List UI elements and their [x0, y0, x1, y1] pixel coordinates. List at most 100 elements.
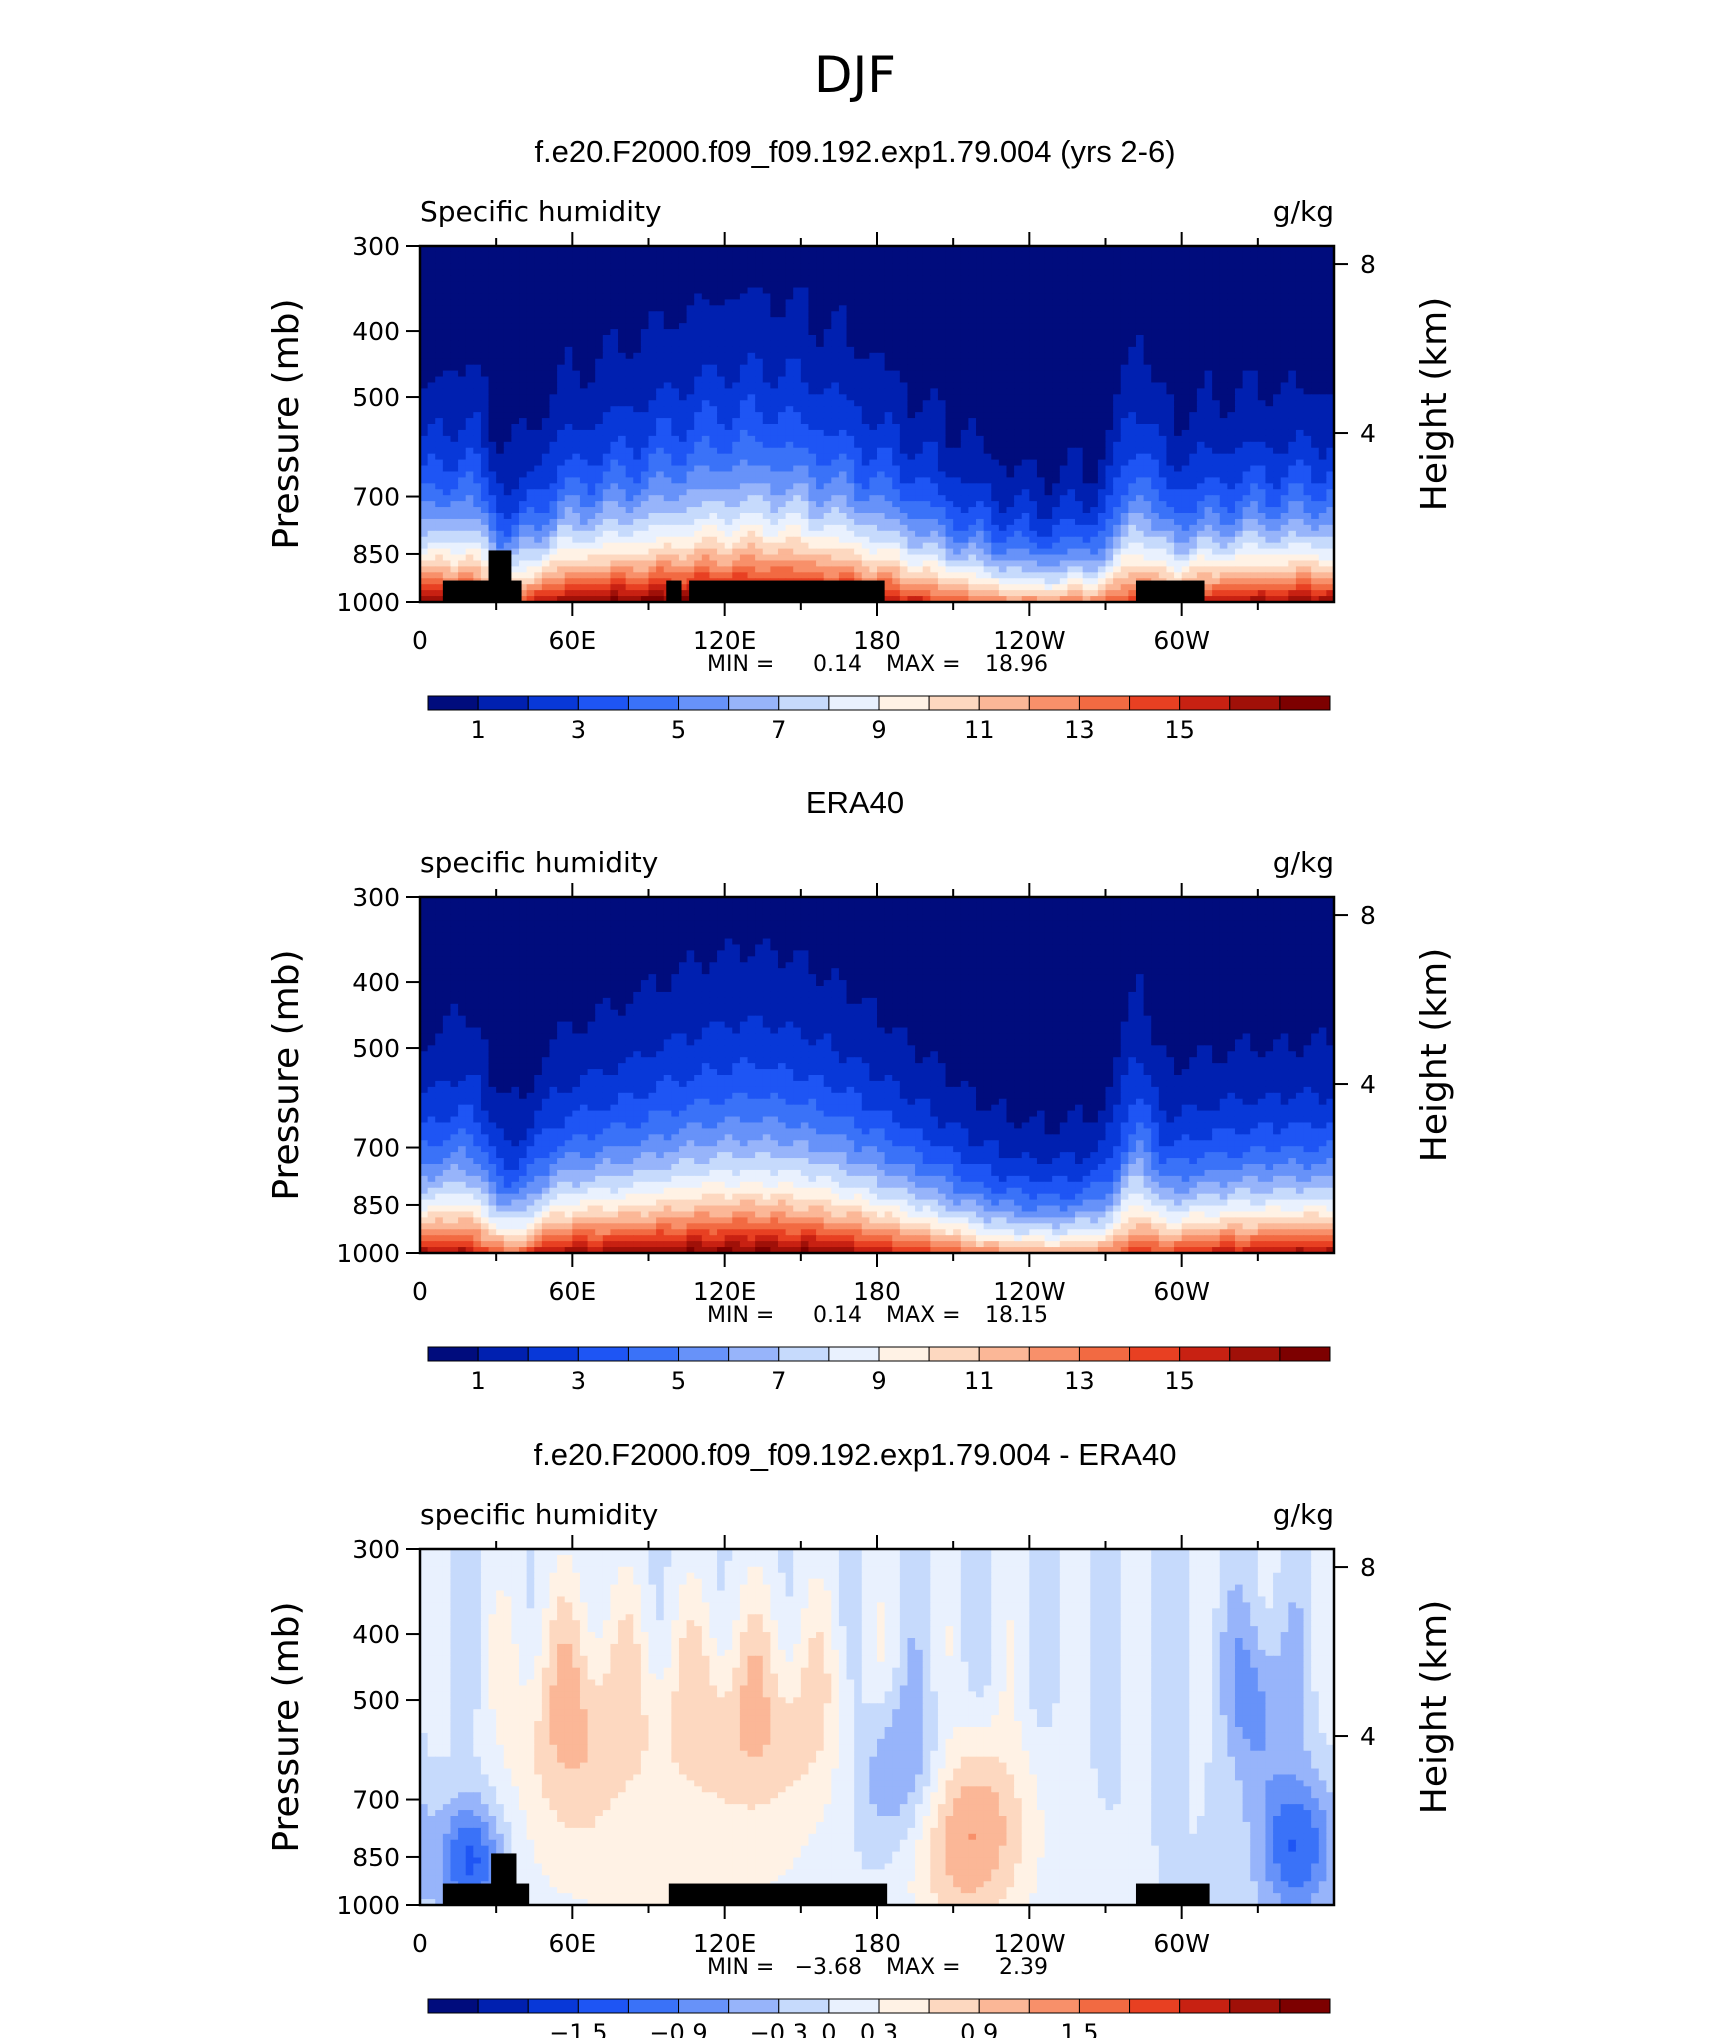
heatmap-cell [1304, 305, 1312, 312]
heatmap-cell [1144, 353, 1152, 360]
heatmap-cell [1083, 430, 1091, 437]
heatmap-cell [1197, 371, 1205, 378]
heatmap-cell [1014, 394, 1022, 401]
heatmap-cell [1296, 412, 1304, 419]
heatmap-cell [702, 412, 710, 419]
heatmap-cell [892, 371, 900, 378]
heatmap-cell [1029, 454, 1037, 461]
heatmap-cell [519, 412, 527, 419]
heatmap-cell [862, 424, 870, 431]
heatmap-cell [732, 489, 740, 496]
heatmap-cell [1067, 264, 1075, 271]
heatmap-cell [1151, 282, 1159, 289]
heatmap-cell [588, 388, 596, 395]
heatmap-cell [458, 270, 466, 277]
heatmap-cell [725, 477, 733, 484]
heatmap-cell [1113, 436, 1121, 443]
heatmap-cell [1319, 412, 1327, 419]
heatmap-cell [1090, 299, 1098, 306]
heatmap-cell [618, 359, 626, 366]
heatmap-cell [1128, 293, 1136, 300]
heatmap-cell [725, 341, 733, 348]
heatmap-cell [481, 288, 489, 295]
heatmap-cell [1098, 270, 1106, 277]
heatmap-cell [885, 400, 893, 407]
heatmap-cell [458, 489, 466, 496]
heatmap-cell [595, 329, 603, 336]
heatmap-cell [489, 288, 497, 295]
heatmap-cell [580, 466, 588, 473]
heatmap-cell [496, 477, 504, 484]
heatmap-cell [679, 400, 687, 407]
heatmap-cell [854, 418, 862, 425]
heatmap-cell [831, 477, 839, 484]
heatmap-cell [839, 288, 847, 295]
heatmap-cell [984, 359, 992, 366]
heatmap-cell [450, 460, 458, 467]
heatmap-cell [1083, 276, 1091, 283]
heatmap-cell [1151, 347, 1159, 354]
heatmap-cell [694, 382, 702, 389]
heatmap-cell [854, 436, 862, 443]
figure-title: DJF [814, 46, 896, 104]
heatmap-cell [1166, 382, 1174, 389]
heatmap-cell [580, 394, 588, 401]
heatmap-cell [1304, 288, 1312, 295]
heatmap-cell [1014, 365, 1022, 372]
heatmap-cell [1136, 442, 1144, 449]
heatmap-cell [618, 276, 626, 283]
heatmap-cell [519, 270, 527, 277]
heatmap-cell [900, 471, 908, 478]
heatmap-cell [595, 448, 603, 455]
heatmap-cell [793, 471, 801, 478]
heatmap-cell [786, 252, 794, 259]
heatmap-cell [565, 299, 573, 306]
heatmap-cell [1022, 288, 1030, 295]
heatmap-cell [938, 264, 946, 271]
heatmap-cell [1227, 454, 1235, 461]
heatmap-cell [991, 288, 999, 295]
heatmap-cell [1067, 424, 1075, 431]
heatmap-cell [1159, 436, 1167, 443]
heatmap-cell [1265, 371, 1273, 378]
heatmap-cell [687, 323, 695, 330]
heatmap-cell [610, 270, 618, 277]
heatmap-cell [489, 448, 497, 455]
heatmap-cell [907, 454, 915, 461]
heatmap-cell [748, 335, 756, 342]
heatmap-cell [1022, 430, 1030, 437]
heatmap-cell [847, 335, 855, 342]
heatmap-cell [892, 282, 900, 289]
heatmap-cell [1090, 388, 1098, 395]
heatmap-cell [740, 466, 748, 473]
heatmap-cell [656, 466, 664, 473]
heatmap-cell [862, 335, 870, 342]
heatmap-cell [1250, 371, 1258, 378]
heatmap-cell [923, 359, 931, 366]
heatmap-cell [443, 489, 451, 496]
heatmap-cell [1144, 365, 1152, 372]
heatmap-cell [968, 293, 976, 300]
heatmap-cell [770, 282, 778, 289]
heatmap-cell [1098, 311, 1106, 318]
heatmap-cell [489, 377, 497, 384]
heatmap-cell [504, 252, 512, 259]
heatmap-cell [732, 471, 740, 478]
heatmap-cell [1014, 477, 1022, 484]
heatmap-cell [915, 460, 923, 467]
heatmap-cell [1006, 264, 1014, 271]
heatmap-cell [1288, 353, 1296, 360]
heatmap-cell [664, 258, 672, 265]
heatmap-cell [1189, 293, 1197, 300]
heatmap-cell [1144, 299, 1152, 306]
heatmap-cell [1113, 293, 1121, 300]
heatmap-cell [953, 311, 961, 318]
heatmap-cell [1189, 442, 1197, 449]
heatmap-cell [1151, 400, 1159, 407]
heatmap-cell [435, 258, 443, 265]
heatmap-cell [1098, 359, 1106, 366]
heatmap-cell [862, 442, 870, 449]
heatmap-cell [481, 329, 489, 336]
heatmap-cell [1029, 430, 1037, 437]
heatmap-cell [991, 317, 999, 324]
